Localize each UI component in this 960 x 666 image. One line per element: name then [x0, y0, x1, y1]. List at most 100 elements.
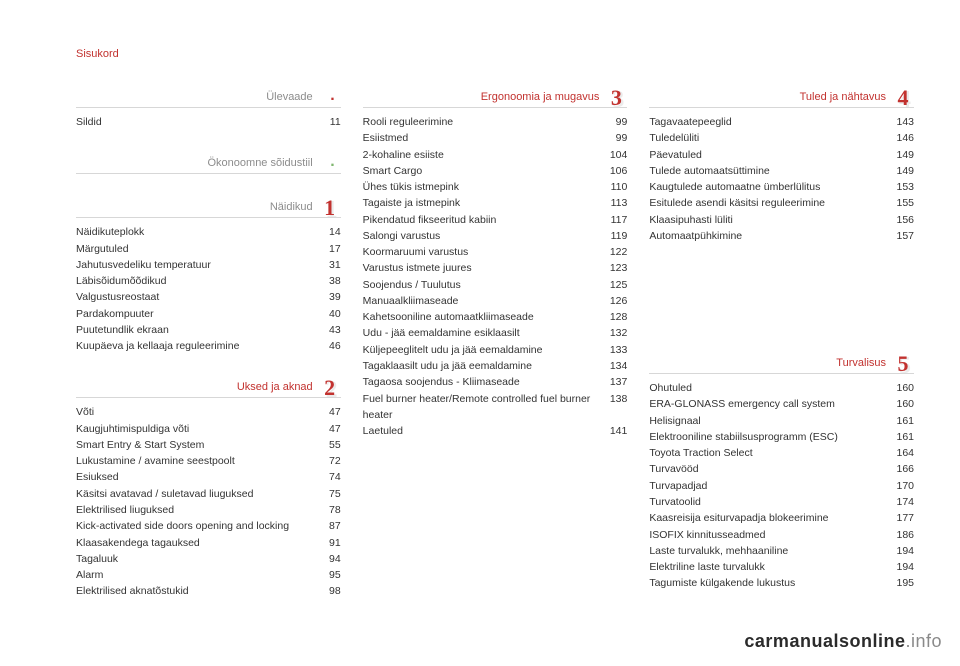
toc-entry-page: 194	[888, 543, 914, 559]
toc-entry: Helisignaal161	[649, 413, 914, 429]
toc-entry-label: Märgutuled	[76, 241, 315, 257]
toc-entry-label: Läbisõidumõõdikud	[76, 273, 315, 289]
toc-entry-label: Lukustamine / avamine seestpoolt	[76, 453, 315, 469]
toc-entry-label: Kaasreisija esiturvapadja blokeerimine	[649, 510, 888, 526]
toc-entry: Varustus istmete juures123	[363, 260, 628, 276]
toc-entry-page: 46	[315, 338, 341, 354]
running-title: Sisukord	[76, 48, 914, 60]
toc-entry-label: Kick-activated side doors opening and lo…	[76, 518, 315, 534]
section-title: Näidikud	[270, 201, 313, 213]
toc-entry: 2-kohaline esiiste104	[363, 147, 628, 163]
toc-entry-label: Turvavööd	[649, 461, 888, 477]
toc-entry-page: 156	[888, 212, 914, 228]
toc-entry: Tagaluuk94	[76, 551, 341, 567]
toc-entry-label: Näidikuteplokk	[76, 224, 315, 240]
toc-section: Ergonoomia ja mugavus33Rooli reguleerimi…	[363, 86, 628, 439]
toc-entry-page: 98	[315, 583, 341, 599]
toc-entry: Valgustusreostaat39	[76, 289, 341, 305]
chapter-number-icon: 44	[890, 85, 916, 111]
toc-entry-page: 11	[315, 114, 341, 130]
toc-entry: Käsitsi avatavad / suletavad liuguksed75	[76, 486, 341, 502]
toc-entry: Pikendatud fikseeritud kabiin117	[363, 212, 628, 228]
toc-entry: Manuaalkliimaseade126	[363, 293, 628, 309]
toc-entry-page: 117	[601, 212, 627, 228]
toc-entry: ERA-GLONASS emergency call system160	[649, 396, 914, 412]
toc-entry-page: 47	[315, 421, 341, 437]
toc-entry-label: Turvatoolid	[649, 494, 888, 510]
toc-entry: Kaasreisija esiturvapadja blokeerimine17…	[649, 510, 914, 526]
toc-entry-page: 47	[315, 404, 341, 420]
toc-entry-label: Elektrooniline stabiilsusprogramm (ESC)	[649, 429, 888, 445]
toc-entry-page: 141	[601, 423, 627, 439]
toc-entry-label: Tagaklaasilt udu ja jää eemaldamine	[363, 358, 602, 374]
toc-entry: Soojendus / Tuulutus125	[363, 277, 628, 293]
toc-entry-page: 123	[601, 260, 627, 276]
toc-entry-label: Klaasakendega tagauksed	[76, 535, 315, 551]
toc-entry: Lukustamine / avamine seestpoolt72	[76, 453, 341, 469]
toc-entry-page: 43	[315, 322, 341, 338]
chapter-number-icon: 55	[890, 351, 916, 377]
toc-entry: Kaugjuhtimispuldiga võti47	[76, 421, 341, 437]
toc-entry-page: 132	[601, 325, 627, 341]
toc-entry-label: Tulede automaatsüttimine	[649, 163, 888, 179]
section-header: Tuled ja nähtavus44	[649, 86, 914, 108]
toc-entry: Toyota Traction Select164	[649, 445, 914, 461]
toc-entry: Laetuled141	[363, 423, 628, 439]
toc-entry: Elektrilised aknatõstukid98	[76, 583, 341, 599]
toc-entry-label: Helisignaal	[649, 413, 888, 429]
toc-entry-page: 170	[888, 478, 914, 494]
toc-entry: Kick-activated side doors opening and lo…	[76, 518, 341, 534]
toc-entry-label: Kaugjuhtimispuldiga võti	[76, 421, 315, 437]
toc-entry-label: Toyota Traction Select	[649, 445, 888, 461]
toc-entry: Tuledelüliti146	[649, 130, 914, 146]
toc-entry-label: Tagaiste ja istmepink	[363, 195, 602, 211]
toc-entry-page: 55	[315, 437, 341, 453]
toc-entry-label: Tuledelüliti	[649, 130, 888, 146]
section-title: Uksed ja aknad	[237, 381, 313, 393]
toc-entry: Esiistmed99	[363, 130, 628, 146]
toc-entry-label: Klaasipuhasti lüliti	[649, 212, 888, 228]
toc-entry-page: 133	[601, 342, 627, 358]
toc-entry-page: 113	[601, 195, 627, 211]
toc-entry-page: 110	[601, 179, 627, 195]
toc-entry: Alarm95	[76, 567, 341, 583]
toc-entry-page: 164	[888, 445, 914, 461]
toc-entry-label: Ohutuled	[649, 380, 888, 396]
toc-entry-label: Kuupäeva ja kellaaja reguleerimine	[76, 338, 315, 354]
toc-entry-page: 87	[315, 518, 341, 534]
toc-entry-label: Tagaosa soojendus - Kliimaseade	[363, 374, 602, 390]
toc-entry: Esitulede asendi käsitsi reguleerimine15…	[649, 195, 914, 211]
toc-entry-label: Esiistmed	[363, 130, 602, 146]
toc-entry-label: Laetuled	[363, 423, 602, 439]
toc-entry-page: 146	[888, 130, 914, 146]
toc-entry-label: Laste turvalukk, mehhaaniline	[649, 543, 888, 559]
toc-entry-page: 106	[601, 163, 627, 179]
toc-entry: Puutetundlik ekraan43	[76, 322, 341, 338]
toc-entry-page: 149	[888, 163, 914, 179]
toc-entry-page: 74	[315, 469, 341, 485]
toc-entry: Kuupäeva ja kellaaja reguleerimine46	[76, 338, 341, 354]
toc-entry-page: 186	[888, 527, 914, 543]
toc-entry: Näidikuteplokk14	[76, 224, 341, 240]
toc-entry-page: 128	[601, 309, 627, 325]
section-header: Ülevaade.	[76, 86, 341, 108]
toc-entry: Sildid11	[76, 114, 341, 130]
toc-entry-label: Alarm	[76, 567, 315, 583]
toc-entry-label: Esitulede asendi käsitsi reguleerimine	[649, 195, 888, 211]
toc-entry-label: Kahetsooniline automaatkliimaseade	[363, 309, 602, 325]
toc-entry-page: 194	[888, 559, 914, 575]
toc-entry-page: 91	[315, 535, 341, 551]
toc-entry-page: 157	[888, 228, 914, 244]
toc-entry: Tagaosa soojendus - Kliimaseade137	[363, 374, 628, 390]
toc-entry-page: 99	[601, 114, 627, 130]
watermark: carmanualsonline.info	[744, 631, 942, 652]
toc-entry: Udu - jää eemaldamine esiklaasilt132	[363, 325, 628, 341]
toc-entry-label: Valgustusreostaat	[76, 289, 315, 305]
toc-entry-page: 78	[315, 502, 341, 518]
toc-entry: Märgutuled17	[76, 241, 341, 257]
watermark-light: .info	[905, 631, 942, 651]
section-title: Ülevaade	[266, 91, 312, 103]
section-title: Ökonoomne sõidustiil	[208, 157, 313, 169]
toc-entry-page: 143	[888, 114, 914, 130]
toc-entry-label: 2-kohaline esiiste	[363, 147, 602, 163]
